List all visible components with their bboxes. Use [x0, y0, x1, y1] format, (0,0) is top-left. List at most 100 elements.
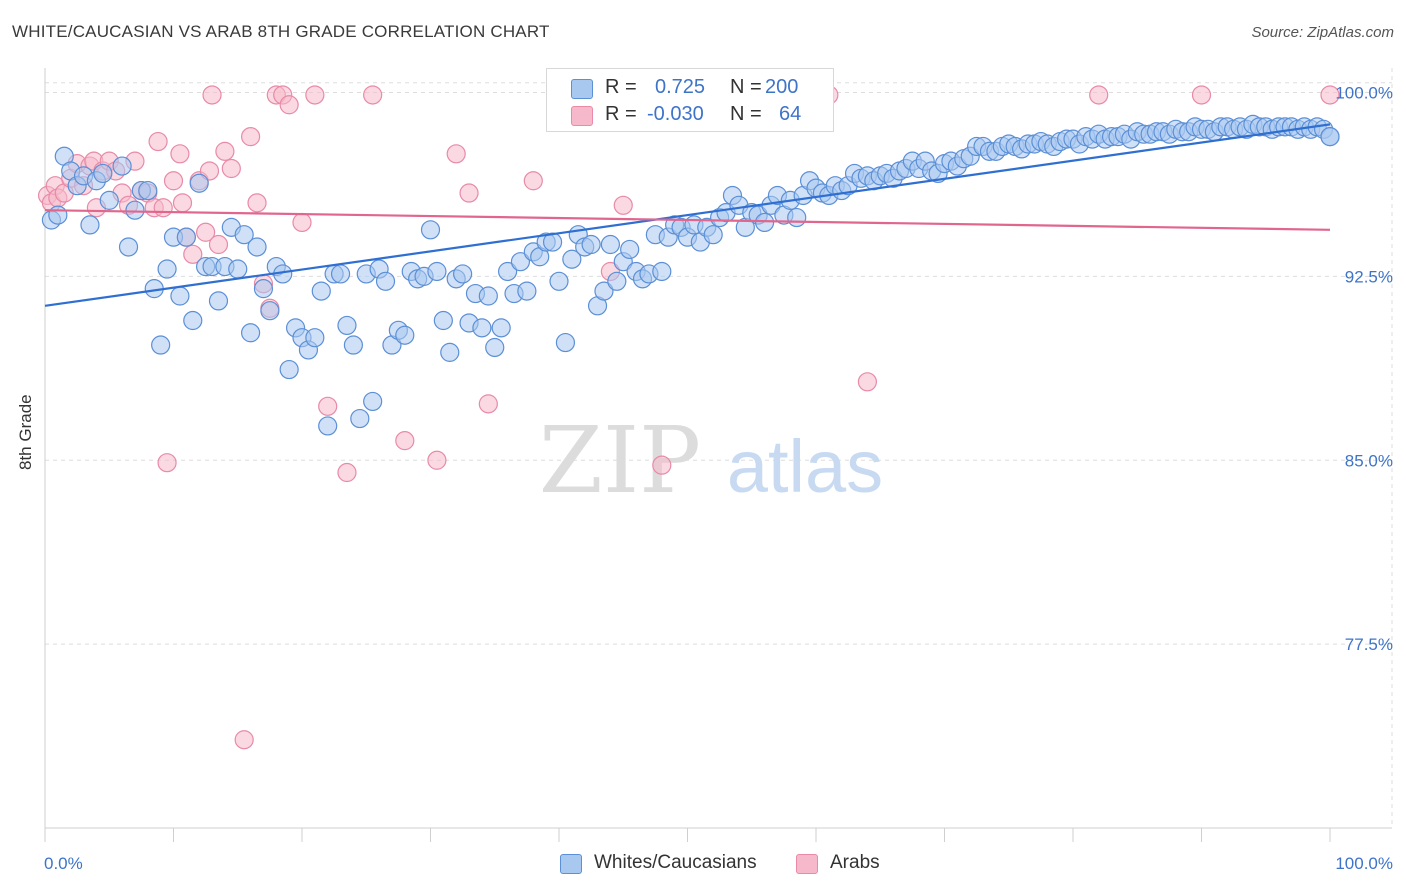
- axes: [44, 68, 1392, 842]
- arab-point: [1191, 85, 1212, 105]
- white-point: [318, 416, 338, 436]
- white-point: [337, 315, 357, 336]
- white-point: [453, 264, 473, 284]
- arab-point: [199, 161, 220, 181]
- y-axis-label: 8th Grade: [16, 394, 35, 470]
- white-point: [555, 332, 576, 353]
- white-point: [427, 261, 447, 282]
- white-point: [170, 286, 190, 306]
- white-point: [305, 328, 325, 348]
- white-point: [395, 325, 415, 345]
- white-point: [498, 261, 518, 282]
- arab-point: [208, 234, 229, 255]
- y-tick-label: 100.0%: [1335, 84, 1393, 103]
- grid-lines: [45, 68, 1393, 828]
- correlation-legend: R = 0.725 N = 200 R = -0.030 N = 64: [546, 68, 834, 132]
- white-point: [48, 205, 68, 225]
- legend-r-value: 0.725: [655, 76, 706, 98]
- white-point: [253, 279, 274, 299]
- arab-point: [153, 198, 173, 218]
- arab-point: [363, 85, 383, 105]
- white-point: [99, 190, 119, 210]
- y-tick-label: 92.5%: [1345, 267, 1393, 286]
- white-point: [703, 225, 723, 245]
- arab-point: [857, 372, 878, 392]
- arab-point: [613, 195, 633, 215]
- y-tick-label: 77.5%: [1345, 635, 1393, 654]
- white-point: [363, 391, 383, 412]
- white-point: [440, 342, 460, 362]
- watermark-atlas: atlas: [727, 425, 883, 508]
- white-point: [472, 318, 492, 338]
- arab-point: [337, 462, 357, 483]
- bottom-swatch-blue: [560, 854, 582, 874]
- arab-point: [478, 394, 498, 414]
- arab-point: [279, 95, 299, 115]
- white-point: [491, 318, 511, 338]
- white-point: [754, 212, 775, 233]
- arab-point: [196, 222, 216, 242]
- arab-trend-line: [44, 209, 1331, 231]
- legend-row-arabs: R = -0.030 N = 64: [547, 100, 833, 128]
- white-point: [420, 220, 441, 240]
- trend-lines: [44, 123, 1331, 307]
- x-tick-label: 0.0%: [44, 854, 83, 873]
- legend-n-label: N =: [730, 103, 762, 125]
- legend-n-value: 64: [779, 103, 802, 125]
- white-point: [241, 323, 261, 343]
- white-point: [343, 335, 363, 355]
- arab-point: [523, 171, 543, 191]
- white-point: [478, 286, 498, 306]
- arab-point: [1089, 85, 1109, 105]
- arab-point: [157, 453, 177, 473]
- white-point: [787, 207, 807, 228]
- white-point: [208, 291, 229, 311]
- white-point: [151, 335, 171, 355]
- white-point: [330, 264, 351, 284]
- white-point: [234, 225, 254, 245]
- white-point: [549, 271, 569, 291]
- arab-point: [148, 131, 168, 152]
- white-point: [279, 359, 299, 380]
- arab-point: [202, 85, 222, 105]
- white-point: [125, 200, 145, 220]
- bottom-legend-label: Arabs: [830, 852, 880, 873]
- arab-point: [247, 193, 267, 213]
- arab-point: [427, 450, 447, 470]
- arab-point: [183, 244, 203, 264]
- legend-n-label: N =: [730, 76, 762, 98]
- arab-point: [395, 431, 415, 451]
- white-point: [581, 234, 601, 255]
- white-point: [607, 271, 627, 291]
- bottom-swatch-pink: [796, 854, 818, 874]
- arab-point: [1320, 85, 1340, 105]
- white-point: [652, 261, 672, 282]
- legend-r-value: -0.030: [647, 103, 704, 125]
- white-point: [189, 173, 209, 193]
- tick-labels: 77.5% 85.0% 92.5% 100.0% 0.0% 100.0%: [44, 84, 1393, 873]
- source-label: Source: ZipAtlas.com: [1251, 24, 1394, 41]
- white-point: [80, 215, 100, 235]
- white-point: [350, 408, 370, 429]
- legend-r-label: R =: [605, 103, 637, 125]
- arab-point: [318, 396, 338, 416]
- arab-point: [241, 127, 261, 147]
- arab-point: [163, 171, 184, 191]
- arab-point: [221, 158, 241, 179]
- arab-point: [172, 193, 193, 213]
- white-trend-line: [44, 123, 1331, 307]
- legend-n-value: 200: [765, 76, 799, 98]
- white-point: [176, 227, 196, 247]
- arab-point: [652, 455, 672, 475]
- white-point: [510, 252, 531, 272]
- white-point: [600, 234, 621, 255]
- arab-point: [215, 141, 235, 161]
- legend-swatch-pink: [571, 106, 593, 126]
- white-point: [620, 239, 640, 260]
- white-point: [138, 180, 158, 201]
- white-point: [183, 310, 203, 331]
- legend-r-label: R =: [605, 76, 637, 98]
- arab-point: [292, 212, 312, 233]
- white-point: [433, 310, 453, 331]
